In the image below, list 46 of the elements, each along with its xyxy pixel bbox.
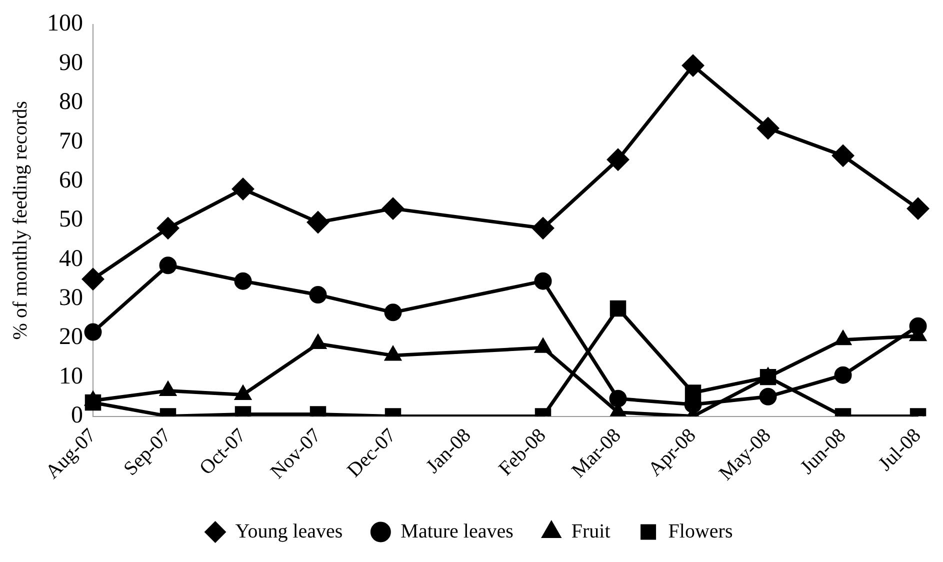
- point: [307, 212, 329, 234]
- y-tick-label: 80: [59, 89, 83, 116]
- y-tick-label: 100: [47, 10, 83, 37]
- y-tick-label: 0: [71, 402, 83, 429]
- y-tick-label: 10: [59, 363, 83, 390]
- y-tick-label: 60: [59, 167, 83, 194]
- y-tick-label: 50: [59, 206, 83, 233]
- point: [84, 394, 102, 411]
- legend-label: Flowers: [668, 520, 733, 542]
- legend-label: Young leaves: [235, 520, 343, 542]
- point: [385, 346, 401, 361]
- y-tick-label: 40: [59, 246, 83, 272]
- legend-label: Mature leaves: [400, 520, 514, 542]
- y-axis-title: % of monthly feeding records: [9, 100, 32, 340]
- point: [609, 390, 627, 408]
- point: [384, 304, 402, 322]
- point: [84, 323, 102, 341]
- point: [234, 272, 252, 290]
- point: [832, 144, 854, 166]
- point: [382, 198, 404, 220]
- y-tick-label: 30: [59, 284, 83, 311]
- point: [157, 217, 179, 239]
- point: [160, 382, 176, 396]
- point: [309, 286, 327, 304]
- point: [159, 256, 177, 274]
- point: [610, 300, 626, 317]
- point: [535, 338, 551, 353]
- legend-label: Fruit: [571, 520, 611, 542]
- point: [310, 335, 326, 350]
- point: [534, 272, 552, 290]
- point: [235, 386, 251, 400]
- point: [760, 368, 776, 386]
- point: [907, 198, 929, 220]
- point: [759, 388, 777, 406]
- point: [682, 54, 704, 76]
- point: [82, 268, 104, 290]
- point: [532, 217, 554, 239]
- y-tick-label: 90: [59, 50, 83, 76]
- point: [835, 331, 851, 346]
- point: [232, 178, 254, 200]
- point: [757, 117, 779, 139]
- y-tick-label: 20: [59, 324, 83, 350]
- point: [834, 366, 852, 384]
- point: [607, 148, 629, 170]
- point: [684, 384, 702, 401]
- y-tick-label: 70: [59, 128, 83, 154]
